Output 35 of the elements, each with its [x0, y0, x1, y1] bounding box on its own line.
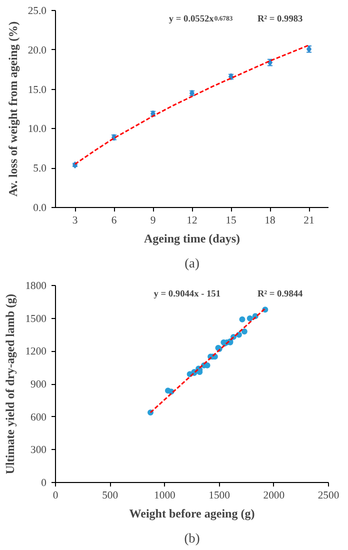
text: (a) [184, 256, 200, 270]
text: (b) [184, 530, 200, 546]
y-tick-label: 1800 [25, 281, 46, 292]
y-tick-label: 15.0 [28, 84, 47, 96]
x-tick-label: 18 [264, 216, 276, 226]
annotation: R² = 0.9844 [258, 289, 304, 300]
y-axis-title: Av. loss of weight from ageing (%) [6, 21, 20, 197]
x-axis-title: Ageing time (days) [144, 232, 240, 246]
y-tick-label: 0.0 [33, 203, 47, 214]
x-tick-label: 15 [226, 216, 236, 226]
x-tick-label: 2500 [318, 490, 340, 502]
x-tick-label: 2000 [263, 490, 285, 502]
x-tick-label: 9 [150, 216, 156, 226]
y-tick-label: 1200 [25, 346, 46, 358]
annotation: y = 0.9044x - 151 [154, 289, 221, 300]
x-tick-label: 21 [304, 216, 314, 226]
x-tick-label: 6 [111, 216, 118, 226]
x-tick-label: 500 [102, 490, 118, 502]
y-tick-label: 600 [30, 412, 46, 424]
y-tick-label: 20.0 [28, 45, 47, 56]
annotation: R² = 0.9983 [258, 14, 304, 24]
y-tick-label: 10.0 [28, 124, 47, 136]
x-tick-label: 12 [186, 216, 198, 226]
x-tick-label: 1500 [208, 490, 230, 502]
y-tick-label: 1500 [25, 314, 46, 325]
y-tick-label: 0 [41, 478, 46, 489]
y-axis-title: Ultimate yield of dry-aged lamb (g) [3, 294, 18, 474]
x-tick-label: 3 [72, 216, 78, 226]
y-tick-label: 5.0 [33, 164, 47, 175]
y-tick-label: 300 [30, 445, 46, 456]
y-tick-label: 25.0 [28, 6, 47, 17]
x-axis-title: Weight before ageing (g) [129, 506, 255, 520]
x-tick-label: 0 [52, 490, 58, 502]
x-tick-label: 1000 [154, 490, 176, 502]
y-tick-label: 900 [30, 380, 46, 390]
